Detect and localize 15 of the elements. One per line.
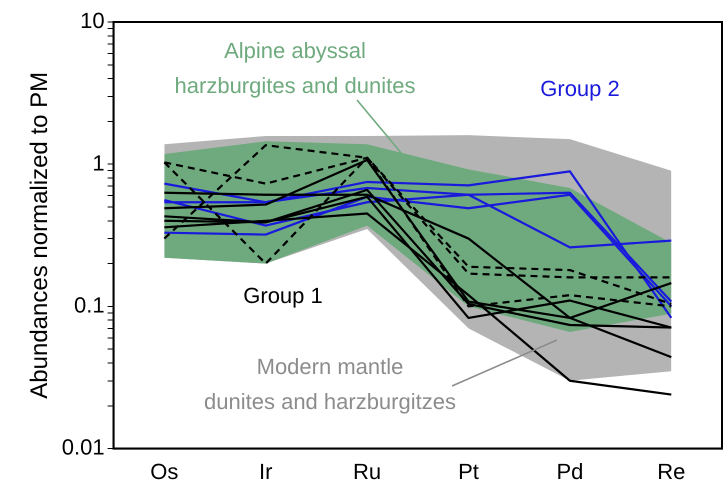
y-tick-label: 0.1 (74, 292, 105, 318)
text: Group 2 (540, 76, 620, 102)
y-tick-label: 0.01 (62, 434, 105, 460)
y-axis-title: Abundances normalized to PM (26, 72, 54, 399)
legend-label: Alpine abyssal harzburgites and dunites (174, 38, 416, 98)
text: Group 1 (243, 283, 323, 308)
x-tick-label: Os (150, 458, 178, 484)
y-tick-label: 1 (92, 150, 105, 176)
x-tick-label: Pt (458, 458, 479, 484)
x-tick-label: Pd (556, 458, 584, 484)
y-tick-label: 10 (80, 8, 105, 34)
x-tick-label: Ir (258, 458, 272, 484)
x-tick-label: Re (657, 458, 686, 484)
annotation: Modern mantle dunites and harzburgitzes (204, 354, 456, 414)
x-tick-label: Ru (353, 458, 382, 484)
